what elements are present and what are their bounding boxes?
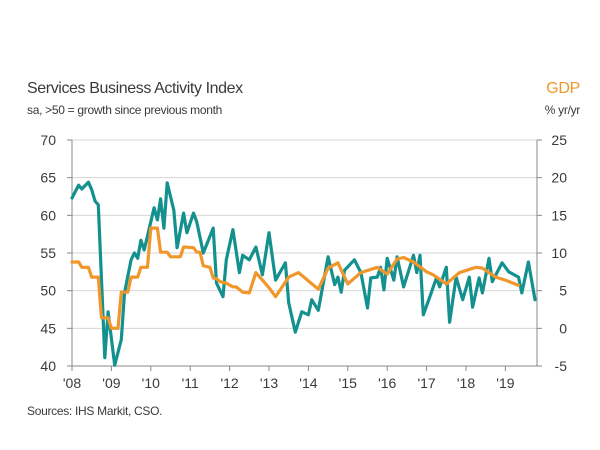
- gdp-line: [70, 226, 521, 330]
- x-tick-label: '18: [457, 375, 475, 391]
- y-right-tick-label: -5: [555, 358, 568, 374]
- services-index-line: [70, 180, 537, 367]
- x-tick-label: '11: [182, 375, 199, 391]
- y-left-tick-label: 40: [40, 358, 56, 374]
- x-tick-label: '10: [142, 375, 160, 391]
- x-tick-label: '15: [339, 375, 357, 391]
- y-left-tick-label: 55: [40, 245, 56, 261]
- y-left-tick-label: 45: [40, 320, 56, 336]
- y-left-tick-label: 60: [40, 207, 56, 223]
- source-note: Sources: IHS Markit, CSO.: [27, 404, 163, 418]
- y-right-tick-label: 20: [551, 170, 567, 186]
- y-left-tick-label: 50: [40, 283, 56, 299]
- chart-title: Services Business Activity Index: [27, 80, 243, 97]
- x-tick-label: '13: [260, 375, 278, 391]
- right-axis-title: GDP: [546, 80, 580, 97]
- y-right-tick-label: 5: [559, 283, 567, 299]
- y-left-tick-label: 65: [40, 170, 56, 186]
- x-tick-label: '17: [417, 375, 435, 391]
- right-axis-subtitle: % yr/yr: [544, 103, 581, 117]
- y-left-tick-label: 70: [40, 132, 56, 148]
- x-tick-label: '08: [63, 375, 81, 391]
- x-tick-label: '14: [299, 375, 317, 391]
- chart-subtitle: sa, >50 = growth since previous month: [27, 103, 223, 117]
- y-right-tick-label: 0: [559, 320, 567, 336]
- x-tick-label: '16: [378, 375, 396, 391]
- x-tick-label: '19: [496, 375, 514, 391]
- y-right-tick-label: 15: [551, 207, 567, 223]
- y-right-tick-label: 25: [551, 132, 567, 148]
- x-tick-label: '09: [102, 375, 120, 391]
- x-tick-label: '12: [220, 375, 238, 391]
- y-right-tick-label: 10: [551, 245, 567, 261]
